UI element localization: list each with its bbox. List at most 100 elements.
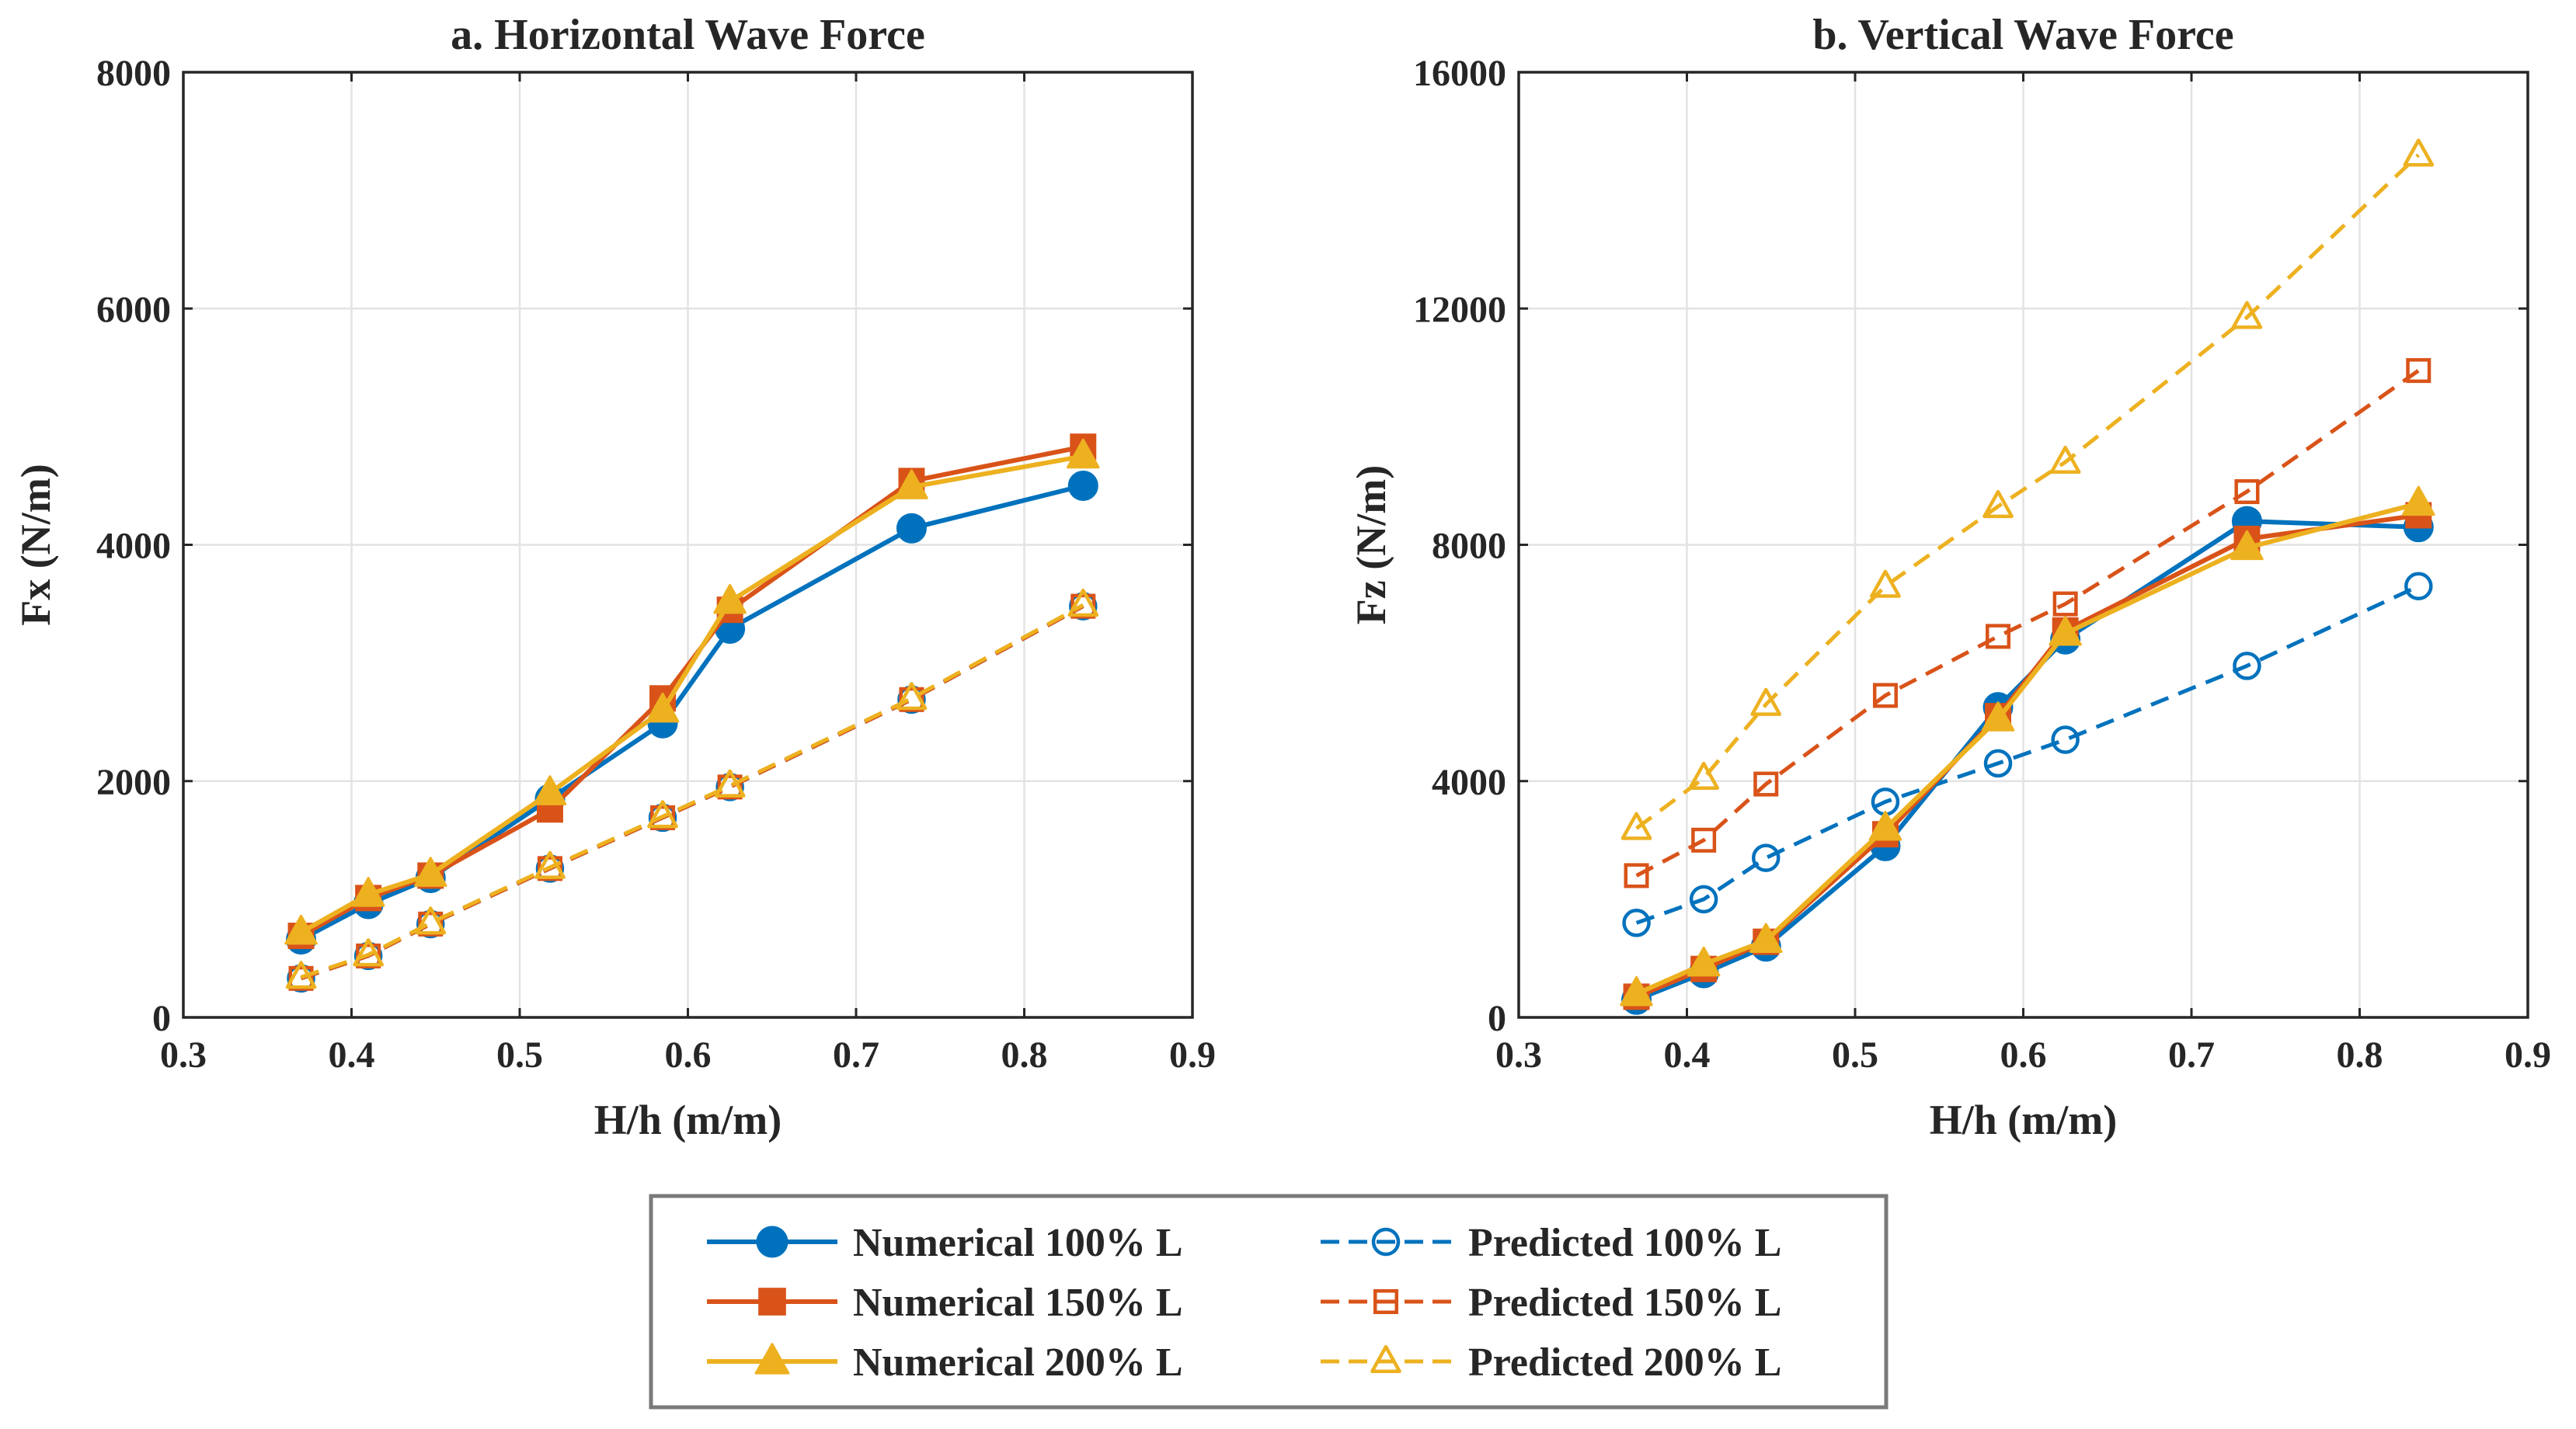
data-point <box>1067 470 1098 501</box>
data-point <box>714 769 746 798</box>
series-predicted-200-l <box>285 588 1099 989</box>
y-tick-label: 4000 <box>1432 762 1506 803</box>
y-tick-label: 0 <box>152 998 171 1039</box>
legend-entry: Predicted 200% L <box>1321 1340 1781 1385</box>
data-point <box>1689 885 1718 914</box>
series-line <box>300 603 1084 979</box>
legend-box <box>649 1194 1888 1410</box>
data-point <box>2401 485 2435 516</box>
data-point <box>2230 530 2264 561</box>
x-tick-label: 0.7 <box>2168 1034 2215 1076</box>
legend-label: Numerical 150% L <box>853 1281 1183 1325</box>
data-point <box>413 857 447 887</box>
axes-box <box>1517 71 2529 1019</box>
data-point <box>896 682 928 711</box>
data-point <box>647 800 678 829</box>
series-line <box>1635 501 2420 996</box>
x-tick-label: 0.4 <box>1664 1034 1711 1076</box>
legend-entry: Numerical 100% L <box>707 1221 1183 1265</box>
data-point <box>2049 445 2081 475</box>
legend-marker <box>1370 1344 1401 1374</box>
data-point <box>415 906 447 935</box>
chart-title: b. Vertical Wave Force <box>1812 11 2233 59</box>
data-point <box>1749 923 1783 953</box>
legend-marker <box>756 1226 788 1258</box>
x-tick-label: 0.6 <box>2000 1034 2047 1076</box>
legend-marker <box>758 1288 786 1316</box>
horizontal-wave-force-chart: 0.3 0.4 0.5 0.6 0.7 0.8 0.9 0 2000 4000 6000 8000 a.… <box>12 11 1216 1143</box>
data-point <box>1620 975 1653 1007</box>
x-axis-label: H/h (m/m) <box>1930 1097 2117 1143</box>
data-point <box>2234 479 2260 505</box>
legend-entry: Numerical 200% L <box>707 1340 1183 1385</box>
data-point <box>1622 909 1651 937</box>
y-tick-label: 16000 <box>1413 53 1506 94</box>
data-point <box>1872 683 1898 708</box>
y-axis-label: Fz (N/m) <box>1348 465 1394 624</box>
y-tick-label: 12000 <box>1413 289 1506 330</box>
data-point <box>895 469 928 499</box>
data-point <box>285 961 317 989</box>
x-axis-label: H/h (m/m) <box>594 1097 782 1143</box>
data-point <box>2403 138 2435 167</box>
y-tick-label: 2000 <box>96 762 171 803</box>
x-tick-label: 0.6 <box>665 1034 712 1076</box>
data-point <box>1982 489 2014 519</box>
data-point <box>2231 301 2263 329</box>
y-axis-label: Fx (N/m) <box>12 464 59 625</box>
legend-label: Numerical 100% L <box>853 1221 1183 1265</box>
chart-title: a. Horizontal Wave Force <box>451 11 925 59</box>
series-numerical-200-l <box>284 438 1100 945</box>
data-point <box>1624 863 1649 888</box>
x-tick-label: 0.9 <box>2505 1034 2551 1076</box>
x-tick-label: 0.7 <box>833 1034 879 1076</box>
legend-entry: Predicted 100% L <box>1321 1221 1781 1265</box>
x-tick-label: 0.8 <box>2337 1034 2383 1076</box>
series-line <box>300 454 1084 935</box>
data-point <box>1688 761 1719 790</box>
data-point <box>2406 358 2432 384</box>
data-point <box>1750 687 1782 716</box>
y-tick-label: 6000 <box>96 289 171 330</box>
x-tick-label: 0.3 <box>1495 1034 1542 1076</box>
data-point <box>534 850 566 879</box>
data-point <box>1620 812 1652 840</box>
data-point <box>1981 701 2015 732</box>
data-point <box>284 914 318 945</box>
y-tick-label: 4000 <box>96 526 171 567</box>
legend-marker <box>1371 1227 1401 1257</box>
y-tick-label: 8000 <box>1432 526 1506 567</box>
series-predicted-100-l <box>1622 572 2433 937</box>
axes-box <box>182 71 1194 1019</box>
data-point <box>353 938 384 967</box>
x-tick-label: 0.8 <box>1001 1034 1048 1076</box>
x-tick-label: 0.3 <box>160 1034 207 1076</box>
legend-label: Predicted 200% L <box>1468 1340 1781 1385</box>
x-tick-label: 0.4 <box>329 1034 375 1076</box>
data-point <box>2049 615 2082 646</box>
data-point <box>1753 771 1779 797</box>
data-point <box>2404 572 2433 600</box>
data-point <box>1870 569 1901 598</box>
data-point <box>713 583 747 614</box>
series-predicted-150-l <box>1624 358 2432 888</box>
data-point <box>1066 438 1100 469</box>
series-numerical-200-l <box>1620 485 2435 1007</box>
data-point <box>896 513 927 544</box>
legend-marker <box>754 1343 790 1375</box>
legend-label: Predicted 100% L <box>1468 1221 1781 1265</box>
legend-entry: Predicted 150% L <box>1321 1281 1781 1325</box>
data-point <box>646 692 680 723</box>
y-tick-label: 0 <box>1488 998 1506 1039</box>
x-tick-label: 0.5 <box>1832 1034 1878 1076</box>
data-point <box>1687 946 1721 977</box>
legend-entry: Numerical 150% L <box>707 1281 1183 1325</box>
data-point <box>2051 725 2080 754</box>
data-point <box>1752 843 1781 872</box>
y-tick-label: 8000 <box>96 53 171 94</box>
data-point <box>1067 588 1099 617</box>
data-point <box>351 877 385 907</box>
legend-label: Predicted 150% L <box>1468 1281 1781 1325</box>
data-point <box>1983 749 2013 778</box>
